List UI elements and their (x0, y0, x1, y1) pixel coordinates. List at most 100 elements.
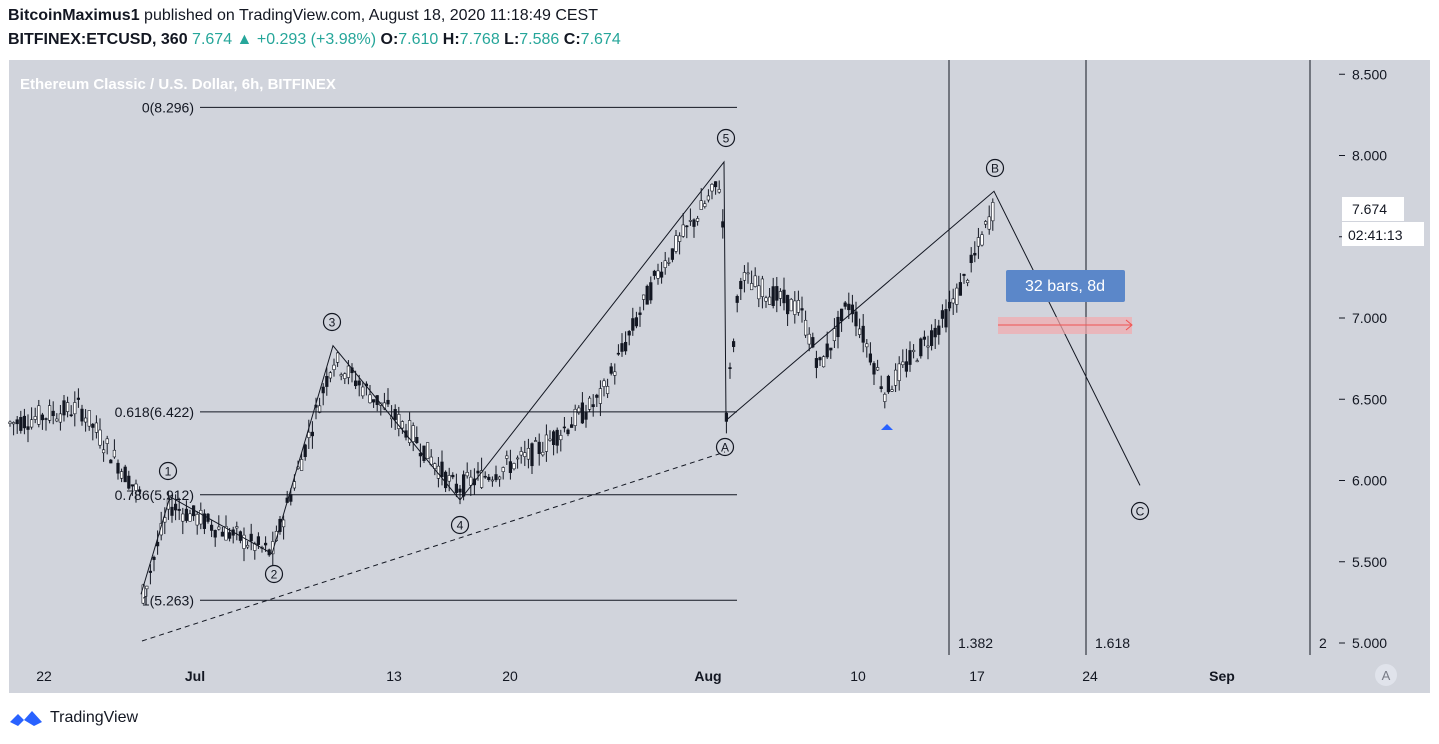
elliott-waves[interactable]: 1 2 3 4 5 A B C (140, 128, 1150, 595)
candle-body (739, 280, 743, 290)
candle-body (361, 386, 365, 397)
brand-name[interactable]: TradingView (50, 709, 139, 726)
candle-body (706, 195, 710, 201)
candle-body (703, 203, 707, 207)
footer: TradingView (8, 708, 138, 728)
candle-body (148, 570, 153, 573)
candle-body (573, 408, 577, 426)
candle-body (353, 380, 358, 387)
plot-area[interactable] (9, 60, 1339, 655)
candle-body (587, 397, 592, 410)
candle-body (80, 408, 84, 422)
time-axis[interactable] (9, 655, 1339, 693)
countdown-label: 02:41:13 (1348, 227, 1403, 243)
candle-body (699, 200, 703, 210)
price-axis[interactable] (1339, 60, 1430, 655)
candle-body (728, 367, 732, 369)
candle-body (530, 443, 534, 467)
candle-body (634, 317, 638, 327)
candle-body (850, 304, 854, 315)
fib-time-label: 1.618 (1095, 635, 1130, 651)
x-axis-ticks: 22 Jul 13 20 Aug 10 17 24 Sep (36, 668, 1235, 684)
candle-body (368, 394, 372, 404)
candle-body (386, 399, 390, 405)
candle-body (332, 364, 336, 370)
candle-body (479, 470, 484, 488)
candle-body (656, 270, 660, 279)
candle-body (19, 417, 23, 431)
candle-body (69, 414, 73, 417)
dashed-trendline[interactable] (141, 451, 726, 642)
candle-body (29, 419, 34, 428)
fib-time-zones[interactable]: 1.382 1.618 2 (948, 60, 1327, 655)
candle-body (667, 262, 671, 264)
candle-body (26, 426, 30, 430)
candle-body (109, 459, 113, 464)
candle-body (235, 526, 239, 529)
candle-body (976, 237, 980, 247)
candle-body (138, 489, 142, 492)
candle-body (47, 405, 52, 421)
fib-time-label: 1.382 (958, 635, 993, 651)
wave-label-circle (264, 564, 284, 584)
measure-box[interactable] (1006, 270, 1125, 302)
candle-body (991, 202, 995, 222)
high-label: H: (442, 31, 460, 48)
candle-body (962, 273, 966, 276)
fib-retracement[interactable]: 0(8.296) 0.618(6.422) 0.786(5.912) 1(5.263) (115, 99, 737, 608)
candle-body (40, 414, 44, 421)
x-tick-label: 17 (969, 668, 985, 684)
wave-label: 3 (329, 316, 336, 330)
candle-body (829, 347, 833, 351)
candle-body (760, 278, 764, 297)
candle-body (551, 431, 556, 445)
candle-body (836, 316, 840, 338)
candle-body (793, 300, 797, 315)
candle-body (199, 510, 203, 525)
auto-scale-button[interactable] (1375, 664, 1397, 686)
candle-body (242, 534, 246, 549)
candle-body (757, 285, 761, 300)
measure-label: 32 bars, 8d (1025, 278, 1105, 295)
candle-body (591, 404, 595, 408)
candle-body (289, 494, 293, 502)
candle-body (249, 533, 253, 542)
open-value: 7.610 (398, 31, 439, 48)
last-price-tag (1342, 197, 1404, 221)
x-tick-label: Aug (694, 668, 721, 684)
candle-body (181, 513, 185, 522)
candle-body (692, 219, 696, 227)
wave-label: 4 (457, 519, 464, 533)
wave-label-circle (1130, 501, 1150, 521)
close-value: 7.674 (580, 31, 621, 48)
candle-body (695, 218, 700, 222)
candle-body (735, 296, 739, 303)
candle-body (908, 350, 912, 365)
candle-body (893, 369, 898, 386)
change-value: +0.293 (+3.98%) (256, 31, 377, 48)
candle-body (127, 475, 131, 489)
candle-body (875, 367, 880, 371)
candle-body (796, 300, 800, 313)
candle-body (731, 341, 736, 347)
candle-body (120, 471, 124, 479)
candle-body (785, 294, 790, 315)
tradingview-logo-icon[interactable] (8, 708, 44, 728)
candle-body (857, 328, 862, 335)
candle-body (281, 519, 286, 528)
candle-body (566, 429, 570, 435)
x-tick-label: 10 (850, 668, 866, 684)
candle-body (440, 461, 444, 477)
candle-body (685, 225, 689, 228)
candle-body (602, 380, 606, 387)
candle-body (803, 319, 808, 336)
candle-body (22, 415, 27, 429)
x-tick-label: 13 (386, 668, 402, 684)
author-name[interactable]: BitcoinMaximus1 (8, 7, 140, 24)
wave-label-circle (985, 158, 1005, 178)
candle-body (94, 422, 98, 433)
candle-body (861, 325, 865, 343)
candle-body (469, 476, 473, 486)
candle-body (537, 441, 541, 454)
